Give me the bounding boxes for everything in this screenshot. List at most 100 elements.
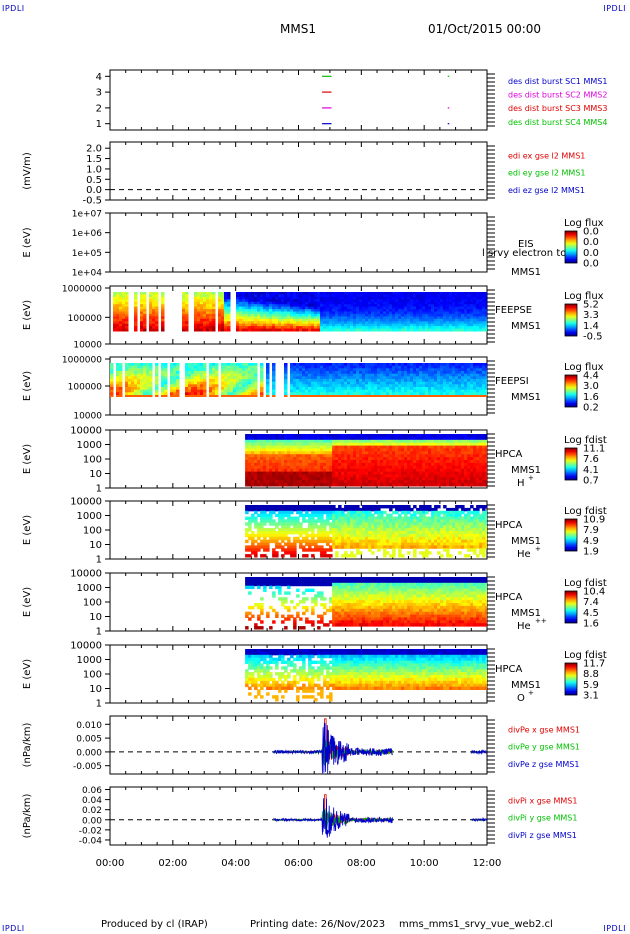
feepse-panel-cell <box>236 313 240 317</box>
hpca-h-panel-cell <box>308 436 312 441</box>
feepsi-panel-cell <box>251 373 255 377</box>
hpca-h-panel-cell <box>332 477 336 481</box>
hpca-h-panel-cell <box>350 451 354 455</box>
feepsi-panel-cell <box>308 379 312 383</box>
hpca-h-panel-cell <box>398 465 402 470</box>
feepsi-panel-y-axis-label: E (eV) <box>22 371 33 401</box>
feepse-panel-cell <box>470 306 474 310</box>
feepse-panel-cell <box>437 296 441 300</box>
feepse-panel-cell <box>305 318 309 322</box>
hpca-h-panel-cell <box>317 480 321 484</box>
feepsi-panel-cell <box>260 363 264 367</box>
feepsi-panel-cell <box>443 363 447 367</box>
hpca-h-panel-cell <box>440 448 444 452</box>
feepsi-panel-cell <box>476 363 480 367</box>
feepsi-panel-cell <box>311 395 315 397</box>
feepse-panel-cell <box>377 313 381 317</box>
hpca-h-panel-cell <box>266 445 270 449</box>
feepse-panel-cell <box>203 304 207 308</box>
hpca-h-panel-cell <box>404 436 408 441</box>
hpca-h-panel-cell <box>449 439 453 444</box>
feepse-panel-cell <box>302 299 306 303</box>
hpca-h-panel-cell <box>284 474 288 478</box>
feepse-panel-cell <box>152 316 156 320</box>
hpca-h-panel-cell <box>344 480 348 484</box>
feepse-panel-cell <box>221 296 225 300</box>
feepse-panel-cell <box>155 306 159 310</box>
feepse-panel-cell <box>392 301 396 305</box>
eis-panel-y-tick-label: 1e+06 <box>72 229 103 239</box>
feepse-panel-cell <box>338 294 342 298</box>
feepse-panel-cell <box>221 316 225 320</box>
hpca-h-panel-cell <box>287 460 291 464</box>
feepsi-panel-cell <box>317 381 321 385</box>
feepsi-panel-cell <box>365 387 369 391</box>
feepse-panel-cell <box>320 318 324 322</box>
feepse-panel-cell <box>224 301 228 305</box>
feepse-panel-cell <box>383 301 387 305</box>
feepse-panel-cell <box>299 321 303 325</box>
feepsi-panel-colorbar-title: Log flux <box>564 362 604 373</box>
feepsi-panel-cell <box>362 389 366 393</box>
feepse-panel-cell <box>203 306 207 310</box>
hpca-h-panel-cell <box>287 451 291 455</box>
hpca-h-panel-cell <box>443 468 447 473</box>
feepsi-panel-cell <box>239 365 243 369</box>
feepsi-panel-cell <box>116 368 120 372</box>
feepsi-panel-cell <box>434 395 438 397</box>
feepse-panel-cell <box>350 306 354 310</box>
feepse-panel-cell <box>443 311 447 315</box>
feepse-panel-cell <box>344 309 348 312</box>
feepse-panel-cell <box>134 301 138 305</box>
feepse-panel-cell <box>227 313 231 317</box>
hpca-h-panel-cell <box>275 445 279 449</box>
feepsi-panel-cell <box>215 365 219 369</box>
feepse-panel-cell <box>185 326 189 329</box>
feepse-panel-cell <box>218 318 222 322</box>
hpca-h-panel-cell <box>266 468 270 473</box>
feepse-panel-cell <box>425 318 429 322</box>
feepse-panel-cell <box>437 323 441 327</box>
feepse-panel-cell <box>485 316 487 320</box>
feepsi-panel-cell <box>374 379 378 383</box>
hpca-h-panel-cell <box>344 471 348 475</box>
feepse-panel-cell <box>248 326 252 329</box>
feepsi-panel-cell <box>446 371 450 375</box>
feepse-panel-cell <box>422 306 426 310</box>
feepsi-panel-cell <box>308 373 312 377</box>
feepse-panel-cell <box>371 318 375 322</box>
feepse-panel-cell <box>470 321 474 325</box>
feepsi-panel-cell <box>173 371 177 375</box>
hpca-h-panel-cell <box>284 439 288 444</box>
feepse-panel-cell <box>470 328 474 332</box>
feepsi-panel-cell <box>137 376 141 380</box>
hpca-h-panel-cell <box>413 460 417 464</box>
feepsi-panel-cell <box>164 381 168 385</box>
feepsi-panel-cell <box>251 389 255 393</box>
feepsi-panel-cell <box>176 373 180 377</box>
feepse-panel-cell <box>182 323 186 327</box>
feepse-panel-cell <box>293 304 297 308</box>
feepsi-panel-cell <box>320 373 324 377</box>
feepsi-panel-cell <box>419 395 423 397</box>
feepse-panel-cell <box>356 301 360 305</box>
feepse-panel-cell <box>239 306 243 310</box>
feepse-panel-cell <box>326 296 330 300</box>
hpca-h-panel-cell <box>332 480 336 484</box>
feepse-panel-cell <box>416 321 420 325</box>
feepsi-panel-cell <box>464 371 468 375</box>
feepse-panel-cell <box>302 313 306 317</box>
feepsi-panel-cell <box>224 392 228 396</box>
feepsi-panel-cell <box>356 384 360 388</box>
feepse-panel-cell <box>248 318 252 322</box>
hpca-h-panel-cell <box>263 480 267 484</box>
hpca-h-panel-cell <box>449 480 453 484</box>
burst-panel-legend-entry: des dist burst SC3 MMS3 <box>508 104 607 113</box>
hpca-h-panel-cell <box>344 468 348 473</box>
feepse-panel-cell <box>140 326 144 329</box>
feepsi-panel-cell <box>233 379 237 383</box>
feepse-panel-cell <box>485 323 487 327</box>
feepsi-panel-cell <box>326 363 330 367</box>
feepsi-panel-cell <box>398 365 402 369</box>
feepsi-panel-cell <box>197 387 201 391</box>
